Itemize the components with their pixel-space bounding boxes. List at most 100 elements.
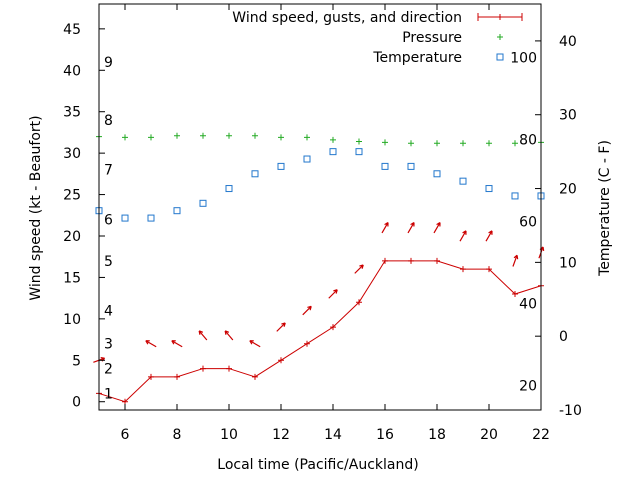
x-tick-label: 10 <box>220 427 238 443</box>
pressure-point <box>460 140 466 147</box>
legend-sample-wind-point <box>497 14 503 20</box>
y-left-tick-label: 30 <box>63 146 81 162</box>
y-left-tick-label: 0 <box>72 395 81 411</box>
temperature-point <box>329 148 337 156</box>
pressure-point <box>486 140 492 147</box>
temperature-point <box>225 185 233 193</box>
x-tick-label: 6 <box>121 427 130 443</box>
wind-direction-arrow <box>145 340 157 348</box>
wind-speed-point <box>408 257 414 264</box>
beaufort-label: 1 <box>104 386 113 402</box>
fahrenheit-label: 100 <box>510 50 537 66</box>
temperature-point <box>147 214 155 222</box>
y-axis-title-right: Temperature (C - F) <box>597 140 613 277</box>
wind-direction-arrow <box>302 305 312 316</box>
wind-direction-arrow <box>276 322 286 332</box>
fahrenheit-label: 80 <box>519 132 537 148</box>
legend-label-pressure: Pressure <box>402 30 462 46</box>
beaufort-label: 4 <box>104 304 113 320</box>
x-tick-label: 18 <box>428 427 446 443</box>
wind-direction-arrow <box>198 330 208 341</box>
axis-ticks: 6 8 10 12 14 16 18 20 22051015202530354045-10010… <box>63 4 582 443</box>
y-left-tick-label: 40 <box>63 63 81 79</box>
pressure-point <box>148 134 154 141</box>
wind-speed-point <box>486 266 492 273</box>
wind-direction-arrow <box>512 254 519 267</box>
x-tick-label: 12 <box>272 427 290 443</box>
beaufort-label: 6 <box>104 212 113 228</box>
y-left-tick-label: 25 <box>63 188 81 204</box>
temperature-point <box>381 162 389 170</box>
y-right-tick-label: -10 <box>559 403 582 419</box>
temperature-point <box>459 177 467 185</box>
wind-speed-point <box>512 291 518 297</box>
wind-speed-point <box>330 324 336 331</box>
temperature-point <box>173 207 181 215</box>
beaufort-label: 3 <box>104 337 113 353</box>
wind-speed-point <box>252 373 258 380</box>
beaufort-label: 8 <box>104 113 113 129</box>
wind-speed-point <box>148 373 154 380</box>
wind-direction-arrow <box>328 289 338 299</box>
temperature-point <box>199 199 207 207</box>
pressure-point <box>382 139 388 146</box>
wind-direction-arrow <box>485 230 493 242</box>
wind-direction-arrow <box>249 340 261 348</box>
wind-direction-arrow <box>459 230 467 242</box>
pressure-point <box>330 136 336 143</box>
pressure-point <box>226 132 232 139</box>
legend-label-temperature: Temperature <box>372 50 462 66</box>
y-right-tick-label: 20 <box>559 182 577 198</box>
wind-speed-point <box>226 365 232 372</box>
pressure-point <box>200 132 206 139</box>
plot-marks <box>93 132 545 405</box>
plot-frame <box>98 3 542 411</box>
y-right-tick-label: 0 <box>559 329 568 345</box>
wind-speed-point <box>278 357 284 364</box>
temperature-point <box>511 192 519 200</box>
x-tick-label: 22 <box>532 427 550 443</box>
y-left-tick-label: 5 <box>72 353 81 369</box>
y-left-tick-label: 45 <box>63 22 81 38</box>
pressure-point <box>304 134 310 141</box>
pressure-point <box>356 138 362 145</box>
pressure-point <box>408 140 414 147</box>
x-tick-label: 14 <box>324 427 342 443</box>
fahrenheit-label: 60 <box>519 214 537 230</box>
beaufort-label: 7 <box>104 163 113 179</box>
legend: Wind speed, gusts, and direction Pressur… <box>232 10 523 66</box>
pressure-point <box>252 132 258 139</box>
pressure-point <box>174 132 180 139</box>
wind-speed-point <box>460 266 466 273</box>
legend-label-wind: Wind speed, gusts, and direction <box>232 10 462 26</box>
y-left-tick-label: 35 <box>63 105 81 121</box>
x-tick-label: 8 <box>173 427 182 443</box>
temperature-point <box>303 155 311 163</box>
y-left-tick-label: 10 <box>63 312 81 328</box>
temperature-point <box>355 148 363 156</box>
y-right-tick-label: 30 <box>559 108 577 124</box>
legend-sample-pressure <box>497 34 503 40</box>
temperature-point <box>121 214 129 222</box>
y-right-tick-label: 40 <box>559 34 577 50</box>
plot-border <box>98 3 542 411</box>
pressure-point <box>434 140 440 147</box>
wind-direction-arrow <box>407 222 415 234</box>
wind-speed-point <box>200 365 206 372</box>
temperature-point <box>251 170 259 178</box>
temperature-point <box>485 185 493 193</box>
y-axis-title-left: Wind speed (kt - Beaufort) <box>28 115 44 300</box>
x-axis-title: Local time (Pacific/Auckland) <box>217 457 418 473</box>
pressure-point <box>122 134 128 141</box>
wind-direction-arrow <box>224 330 234 341</box>
beaufort-label: 5 <box>104 254 113 270</box>
wind-speed-point <box>434 257 440 264</box>
wind-speed-point <box>122 398 128 405</box>
wind-speed-point <box>356 299 362 306</box>
pressure-point <box>512 140 518 147</box>
pressure-point <box>278 134 284 141</box>
wind-speed-line <box>98 260 542 403</box>
x-tick-label: 20 <box>480 427 498 443</box>
beaufort-label: 9 <box>104 55 113 71</box>
